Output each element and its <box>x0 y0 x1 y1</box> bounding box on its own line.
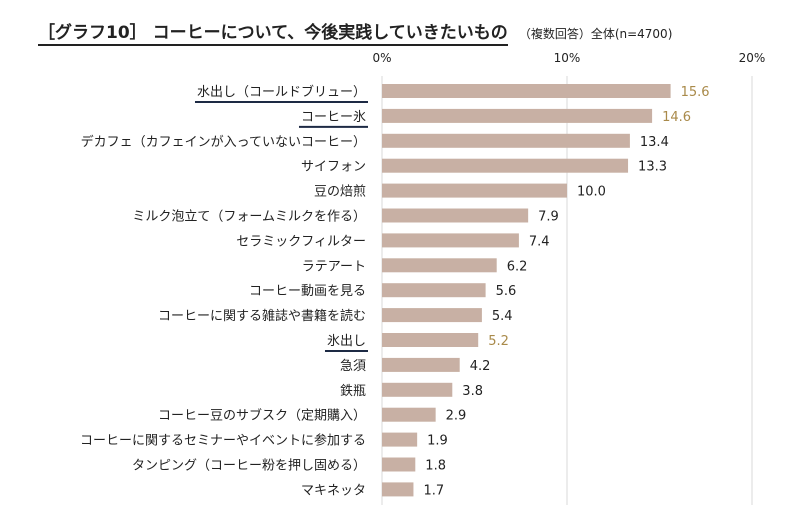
value-label: 1.8 <box>425 459 446 474</box>
value-label: 10.0 <box>577 185 606 200</box>
bar <box>382 233 519 248</box>
value-label: 1.7 <box>423 483 444 498</box>
bar <box>382 183 567 198</box>
category-label: ミルク泡立て（フォームミルクを作る） <box>132 210 366 225</box>
bar <box>382 108 653 123</box>
category-label: コーヒーに関するセミナーやイベントに参加する <box>80 433 366 449</box>
value-label: 13.4 <box>640 135 669 150</box>
value-label: 13.3 <box>638 160 667 175</box>
category-label: コーヒー氷 <box>301 110 366 125</box>
category-label: 水出し（コールドブリュー） <box>197 84 366 100</box>
chart-subtitle: （複数回答）全体(n=4700) <box>518 27 673 41</box>
value-label: 4.2 <box>470 359 491 374</box>
bar <box>382 382 453 397</box>
bar <box>382 432 418 447</box>
value-label: 7.9 <box>538 210 559 225</box>
bar <box>382 482 414 497</box>
bar <box>382 457 416 472</box>
category-label: コーヒーに関する雑誌や書籍を読む <box>158 308 366 324</box>
chart-title-block: ［グラフ10］ コーヒーについて、今後実践していきたいもの （複数回答）全体(n… <box>38 18 673 46</box>
value-label: 7.4 <box>529 234 550 249</box>
value-label: 5.2 <box>488 334 509 349</box>
value-label: 1.9 <box>427 434 448 449</box>
bar <box>382 333 479 347</box>
category-label: デカフェ（カフェインが入っていないコーヒー） <box>81 134 366 150</box>
bar <box>382 308 482 323</box>
category-label: サイフォン <box>301 160 366 175</box>
bar <box>382 357 460 372</box>
category-label: マキネッタ <box>301 483 366 498</box>
category-label: コーヒー豆のサブスク（定期購入） <box>158 408 366 424</box>
bar <box>382 158 629 173</box>
value-label: 2.9 <box>446 409 467 424</box>
category-label: タンピング（コーヒー粉を押し固める） <box>132 459 366 474</box>
category-label: ラテアート <box>302 259 366 274</box>
x-tick-label: 0% <box>372 51 391 65</box>
value-label: 15.6 <box>681 85 710 100</box>
chart-title: ［グラフ10］ コーヒーについて、今後実践していきたいもの <box>38 23 508 46</box>
value-label: 3.8 <box>462 384 483 399</box>
bar <box>382 133 630 148</box>
bar <box>382 84 671 98</box>
category-label: 急須 <box>340 359 366 374</box>
x-tick-label: 10% <box>554 51 581 65</box>
category-label: 豆の焙煎 <box>314 184 366 200</box>
category-label: 氷出し <box>327 334 366 349</box>
category-label: コーヒー動画を見る <box>249 284 366 299</box>
bar <box>382 258 497 273</box>
bar <box>382 208 529 223</box>
category-label: 鉄瓶 <box>340 384 366 399</box>
bar <box>382 407 436 422</box>
category-label: セラミックフィルター <box>236 234 366 249</box>
value-label: 14.6 <box>662 110 691 125</box>
x-tick-label: 20% <box>739 51 766 65</box>
bar <box>382 283 486 298</box>
value-label: 5.6 <box>496 284 517 299</box>
value-label: 6.2 <box>507 259 528 274</box>
value-label: 5.4 <box>492 309 513 324</box>
